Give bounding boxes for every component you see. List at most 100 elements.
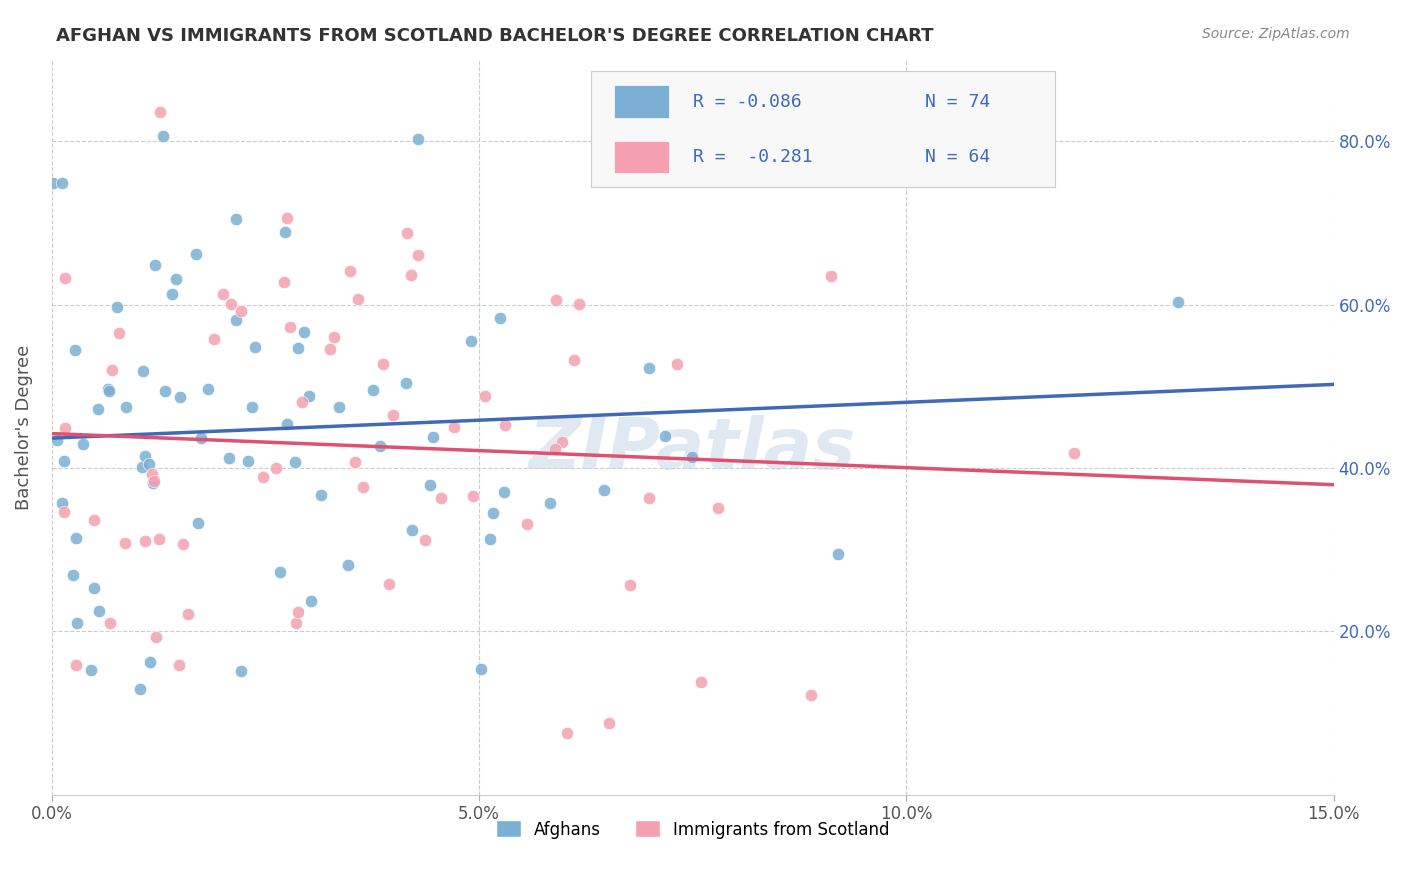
Immigrants from Scotland [319, 343, 342, 357]
Afghans [422, 430, 444, 444]
Afghans [401, 523, 423, 537]
Afghans [229, 664, 252, 678]
Immigrants from Scotland [461, 489, 484, 503]
Immigrants from Scotland [278, 320, 301, 334]
Afghans [115, 401, 138, 415]
Legend: Afghans, Immigrants from Scotland: Afghans, Immigrants from Scotland [489, 814, 896, 846]
Immigrants from Scotland [285, 616, 308, 631]
Immigrants from Scotland [101, 363, 124, 377]
Afghans [368, 439, 391, 453]
Afghans [780, 147, 803, 161]
Afghans [269, 565, 291, 579]
Immigrants from Scotland [167, 658, 190, 673]
Immigrants from Scotland [177, 607, 200, 621]
Afghans [66, 616, 89, 631]
Afghans [97, 382, 120, 396]
Afghans [494, 485, 516, 500]
Afghans [129, 681, 152, 696]
Immigrants from Scotland [546, 293, 568, 308]
Immigrants from Scotland [53, 421, 76, 435]
Afghans [51, 176, 73, 190]
Immigrants from Scotland [568, 296, 591, 310]
Afghans [152, 128, 174, 143]
Immigrants from Scotland [1063, 446, 1085, 460]
Immigrants from Scotland [134, 534, 156, 549]
Immigrants from Scotland [264, 461, 287, 475]
Afghans [65, 343, 87, 357]
Immigrants from Scotland [494, 418, 516, 433]
Afghans [139, 655, 162, 669]
Immigrants from Scotland [141, 467, 163, 482]
Immigrants from Scotland [98, 616, 121, 631]
Immigrants from Scotland [291, 395, 314, 409]
Afghans [83, 581, 105, 595]
Immigrants from Scotland [204, 332, 226, 346]
Afghans [299, 594, 322, 608]
Afghans [143, 259, 166, 273]
Afghans [42, 176, 65, 190]
Immigrants from Scotland [377, 576, 399, 591]
Afghans [395, 376, 418, 390]
Afghans [419, 477, 441, 491]
Immigrants from Scotland [352, 480, 374, 494]
Immigrants from Scotland [53, 271, 76, 285]
Afghans [538, 496, 561, 510]
Afghans [298, 389, 321, 403]
Immigrants from Scotland [820, 269, 842, 284]
Text: AFGHAN VS IMMIGRANTS FROM SCOTLAND BACHELOR'S DEGREE CORRELATION CHART: AFGHAN VS IMMIGRANTS FROM SCOTLAND BACHE… [56, 27, 934, 45]
Immigrants from Scotland [252, 470, 274, 484]
Afghans [51, 496, 73, 510]
Afghans [87, 402, 110, 417]
Afghans [134, 449, 156, 463]
Afghans [309, 488, 332, 502]
Immigrants from Scotland [443, 419, 465, 434]
Afghans [72, 436, 94, 450]
Afghans [89, 604, 111, 618]
Afghans [225, 313, 247, 327]
Afghans [62, 568, 84, 582]
Immigrants from Scotland [114, 536, 136, 550]
Afghans [97, 384, 120, 399]
Afghans [276, 417, 298, 431]
Bar [613, 86, 669, 118]
Immigrants from Scotland [401, 268, 423, 283]
Immigrants from Scotland [551, 434, 574, 449]
Afghans [470, 662, 492, 676]
Afghans [287, 341, 309, 355]
Immigrants from Scotland [666, 357, 689, 371]
Afghans [243, 340, 266, 354]
Text: Source: ZipAtlas.com: Source: ZipAtlas.com [1202, 27, 1350, 41]
Immigrants from Scotland [598, 715, 620, 730]
Immigrants from Scotland [142, 475, 165, 489]
Afghans [489, 311, 512, 326]
Afghans [132, 364, 155, 378]
Afghans [190, 432, 212, 446]
Text: N = 64: N = 64 [925, 148, 990, 166]
Immigrants from Scotland [83, 513, 105, 527]
Afghans [406, 131, 429, 145]
Afghans [1167, 295, 1189, 310]
Text: ZIPatlas: ZIPatlas [529, 415, 856, 483]
Immigrants from Scotland [339, 264, 361, 278]
Afghans [681, 450, 703, 464]
Text: R =  -0.281: R = -0.281 [693, 148, 813, 166]
Afghans [274, 225, 297, 239]
Afghans [131, 459, 153, 474]
Immigrants from Scotland [343, 455, 366, 469]
Afghans [292, 325, 315, 339]
Immigrants from Scotland [145, 630, 167, 644]
Immigrants from Scotland [347, 292, 370, 306]
Immigrants from Scotland [322, 330, 344, 344]
Afghans [165, 272, 187, 286]
Afghans [479, 532, 502, 546]
Afghans [105, 300, 128, 314]
Immigrants from Scotland [65, 658, 87, 673]
Afghans [218, 451, 240, 466]
Afghans [328, 400, 350, 414]
Immigrants from Scotland [221, 297, 243, 311]
Afghans [654, 428, 676, 442]
Afghans [827, 548, 849, 562]
Afghans [53, 454, 76, 468]
Text: N = 74: N = 74 [925, 93, 990, 111]
Immigrants from Scotland [562, 352, 585, 367]
